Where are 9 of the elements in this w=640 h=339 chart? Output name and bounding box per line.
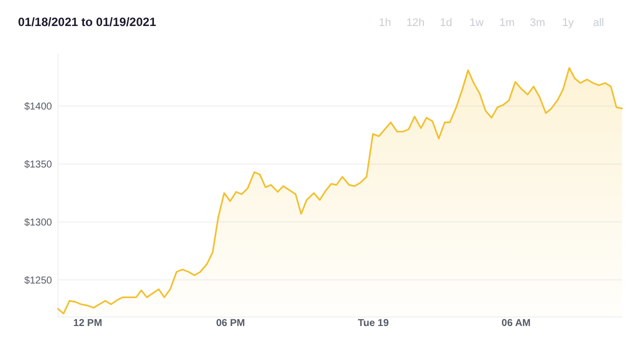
y-tick-label: $1300: [24, 217, 52, 228]
x-tick-label: 06 AM: [502, 318, 531, 329]
x-tick-label: 12 PM: [73, 318, 102, 329]
chart-title: 01/18/2021 to 01/19/2021: [18, 15, 156, 29]
y-tick-label: $1350: [24, 160, 52, 171]
y-tick-label: $1250: [24, 275, 52, 286]
x-tick-label: Tue 19: [358, 318, 390, 329]
y-tick-label: $1400: [24, 102, 52, 113]
x-tick-label: 06 PM: [216, 318, 245, 329]
